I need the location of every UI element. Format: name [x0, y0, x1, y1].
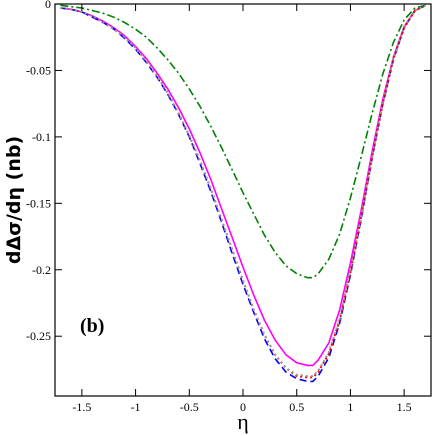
x-tick-label: -1 — [131, 400, 141, 414]
ticks-layer: -1.5 -1 -0.5 0 0.5 1 1.5 0 -0.05 -0.1 -0.15 -0.2 -0.… — [26, 0, 431, 414]
y-tick-label: -0.15 — [26, 196, 51, 210]
y-tick-label: -0.1 — [32, 130, 51, 144]
x-tick-label: 0.5 — [289, 400, 304, 414]
y-tick-label: -0.25 — [26, 329, 51, 343]
series-line-4 — [60, 4, 426, 279]
series-layer — [60, 4, 427, 383]
x-tick-label: 1.5 — [397, 400, 412, 414]
y-axis-title: dΔσ/dη (nb) — [3, 136, 25, 264]
y-tick-label: -0.05 — [26, 63, 51, 77]
x-axis-title: η — [237, 409, 249, 434]
series-line-5 — [60, 4, 427, 378]
y-tick-label: -0.2 — [32, 263, 51, 277]
x-tick-label: 0 — [240, 400, 246, 414]
panel-label: (b) — [80, 315, 104, 337]
x-tick-label: -1.5 — [72, 400, 91, 414]
y-tick-label: 0 — [45, 0, 51, 11]
plot-frame — [54, 3, 432, 397]
x-tick-label: -0.5 — [180, 400, 199, 414]
x-tick-label: 1 — [347, 400, 353, 414]
series-line-1 — [60, 4, 426, 367]
